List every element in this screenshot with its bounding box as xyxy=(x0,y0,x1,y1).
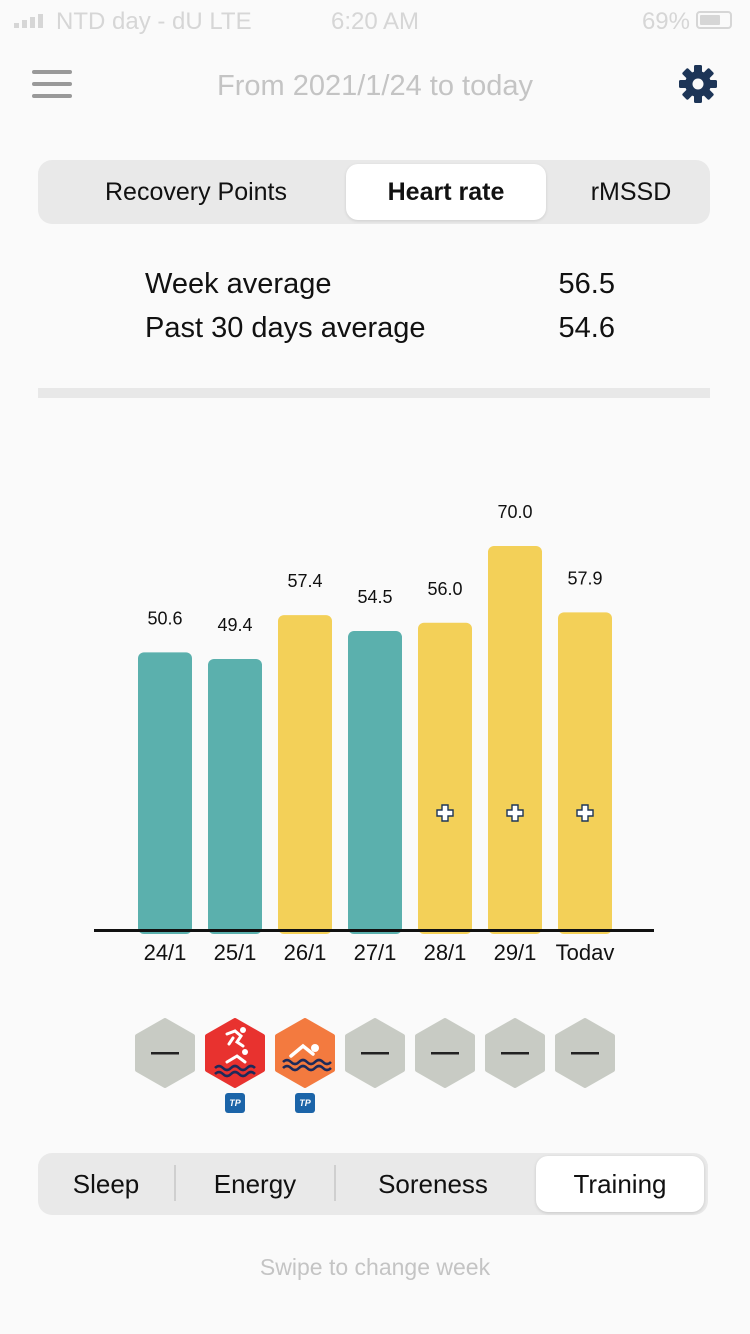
bar-value-label: 70.0 xyxy=(497,502,532,522)
carrier-text: NTD day - dU LTE xyxy=(56,8,252,35)
battery-percent: 69% xyxy=(641,8,690,35)
gear-icon[interactable] xyxy=(678,64,718,104)
tab-heart-rate[interactable]: Heart rate xyxy=(346,164,546,220)
tab-soreness[interactable]: Soreness xyxy=(378,1169,488,1199)
swim-icon[interactable] xyxy=(273,1018,337,1088)
bar-value-label: 54.5 xyxy=(357,587,392,607)
trainingpeaks-badge: TP xyxy=(295,1093,315,1113)
empty-day-icon[interactable] xyxy=(553,1018,617,1088)
battery-icon xyxy=(696,11,732,29)
x-axis-line xyxy=(94,929,654,932)
heart-rate-bar-chart: 50.6 24/1 49.4 25/1 57.4 26/1 54.5 27/1 56.0 28/1… xyxy=(94,502,654,965)
tab-training[interactable]: Training xyxy=(536,1156,704,1212)
week-average-label: Week average xyxy=(145,268,332,300)
tab-separator xyxy=(174,1165,176,1201)
section-divider xyxy=(38,388,710,398)
empty-day-icon[interactable] xyxy=(343,1018,407,1088)
signal-icon xyxy=(14,12,43,28)
bar xyxy=(488,546,542,934)
trainingpeaks-badge: TP xyxy=(225,1093,245,1113)
hamburger-menu-icon[interactable] xyxy=(32,70,72,98)
tab-recovery-points[interactable]: Recovery Points xyxy=(104,178,288,206)
swipe-hint: Swipe to change week xyxy=(259,1254,491,1280)
bar-value-label: 49.4 xyxy=(217,615,252,635)
date-range-title: From 2021/1/24 to today xyxy=(217,70,533,102)
week-average-value: 56.5 xyxy=(558,268,615,300)
plus-icon xyxy=(506,804,524,822)
month-average-label: Past 30 days average xyxy=(145,312,426,344)
tab-energy[interactable]: Energy xyxy=(213,1169,297,1199)
plus-icon xyxy=(576,804,594,822)
bar xyxy=(138,652,192,934)
triathlon-icon[interactable] xyxy=(203,1018,267,1088)
x-tick-label: Todav xyxy=(556,940,615,965)
bar xyxy=(418,622,472,934)
empty-day-icon[interactable] xyxy=(483,1018,547,1088)
x-tick-label: 27/1 xyxy=(354,940,397,965)
empty-day-icon[interactable] xyxy=(413,1018,477,1088)
month-average-row: Past 30 days average 54.6 xyxy=(145,308,615,352)
bar xyxy=(558,612,612,934)
month-average-value: 54.6 xyxy=(558,312,615,344)
bar-value-label: 50.6 xyxy=(147,608,182,628)
week-average-row: Week average 56.5 xyxy=(145,264,615,308)
tab-sleep[interactable]: Sleep xyxy=(72,1169,140,1199)
status-bar: NTD day - dU LTE 6:20 AM 69% xyxy=(0,0,750,40)
x-tick-label: 25/1 xyxy=(214,940,257,965)
bar-value-label: 57.4 xyxy=(287,571,322,591)
status-time: 6:20 AM xyxy=(330,8,420,35)
bar xyxy=(208,659,262,934)
plus-icon xyxy=(436,804,454,822)
tab-separator xyxy=(334,1165,336,1201)
x-tick-label: 26/1 xyxy=(284,940,327,965)
metric-segmented-control: Recovery Points Heart rate rMSSD xyxy=(38,160,710,224)
bar xyxy=(348,631,402,934)
bar-value-label: 56.0 xyxy=(427,579,462,599)
tab-rmssd[interactable]: rMSSD xyxy=(590,178,672,206)
x-tick-label: 24/1 xyxy=(144,940,187,965)
bar-value-label: 57.9 xyxy=(567,568,602,588)
x-tick-label: 28/1 xyxy=(424,940,467,965)
averages-panel: Week average 56.5 Past 30 days average 5… xyxy=(145,264,615,352)
category-segmented-control: Sleep Energy Soreness Training xyxy=(38,1153,708,1215)
empty-day-icon[interactable] xyxy=(133,1018,197,1088)
bar xyxy=(278,615,332,934)
x-tick-label: 29/1 xyxy=(494,940,537,965)
